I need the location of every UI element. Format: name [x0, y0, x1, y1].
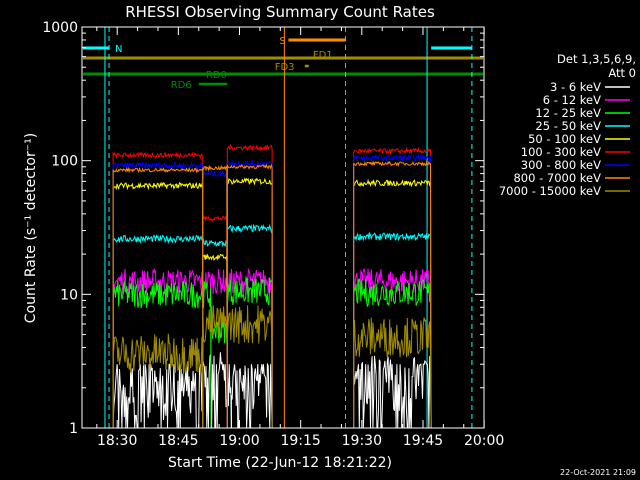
series-trace	[112, 160, 204, 429]
x-tick-label: 19:30	[342, 433, 382, 449]
y-tick-label: 1	[69, 421, 78, 437]
series-trace	[202, 304, 273, 429]
x-tick-label: 19:15	[280, 433, 320, 449]
plot-frame	[81, 26, 485, 429]
legend-label: 300 - 800 keV	[521, 158, 601, 172]
series-trace	[112, 363, 204, 429]
series-trace	[226, 143, 273, 428]
x-tick-label: 19:45	[403, 433, 443, 449]
series-trace	[226, 223, 273, 428]
legend-label: 12 - 25 keV	[535, 106, 601, 120]
legend-detectors: Det 1,3,5,6,9,	[557, 52, 636, 66]
series-300-800-kev	[112, 153, 432, 429]
legend-label: 3 - 6 keV	[550, 80, 601, 94]
y-tick-label: 100	[51, 154, 78, 170]
series-trace	[226, 163, 273, 428]
data-series	[112, 143, 432, 429]
axes: 18:30 18:45 19:00 19:15 19:30 19:45 20:00 1 10 10…	[42, 20, 504, 449]
series-800-7000-kev	[112, 160, 432, 429]
series-trace	[353, 231, 432, 429]
y-axis-label: Count Rate (s⁻¹ detector⁻¹)	[23, 133, 39, 323]
series-trace	[202, 169, 228, 429]
series-trace	[353, 317, 432, 429]
flag-label-n: N	[115, 44, 122, 55]
series-7000-15000-kev	[112, 304, 432, 429]
series-trace	[226, 176, 273, 428]
series-trace	[210, 315, 228, 429]
series-trace	[202, 238, 228, 429]
series-trace	[353, 153, 432, 429]
flag-label-fd1: FD1	[313, 50, 333, 61]
x-tick-label: 18:30	[97, 433, 137, 449]
series-trace	[202, 215, 228, 429]
series-trace	[112, 181, 204, 429]
series-trace	[112, 333, 204, 429]
series-25-50-kev	[112, 223, 432, 429]
series-trace	[202, 164, 228, 429]
series-trace	[112, 233, 204, 429]
series-trace	[112, 151, 204, 429]
series-trace	[112, 279, 212, 429]
legend-label: 50 - 100 keV	[528, 132, 601, 146]
series-trace	[112, 166, 204, 429]
chart-title: RHESSI Observing Summary Count Rates	[125, 3, 435, 21]
series-trace	[202, 352, 232, 429]
legend-label: 6 - 12 keV	[543, 93, 601, 107]
flag-label-s: S	[279, 36, 285, 47]
x-tick-label: 19:00	[219, 433, 259, 449]
flag-label-rd6: RD6	[171, 80, 192, 91]
series-trace	[353, 178, 432, 429]
timestamp: 22-Oct-2021 21:09	[560, 468, 636, 477]
series-trace	[226, 277, 273, 428]
legend-label: 100 - 300 keV	[521, 145, 601, 159]
flag-bars: NSFD1FD3RD0RD6	[83, 36, 483, 91]
x-axis-label: Start Time (22-Jun-12 18:21:22)	[168, 455, 392, 471]
series-trace	[353, 355, 432, 429]
legend-attenuator: Att 0	[608, 66, 636, 80]
series-100-300-kev	[112, 143, 432, 429]
series-trace	[112, 267, 273, 429]
vertical-markers	[104, 27, 473, 428]
legend-label: 7000 - 15000 keV	[499, 184, 601, 198]
legend-label: 800 - 7000 keV	[513, 171, 601, 185]
series-trace	[353, 160, 432, 429]
series-trace	[353, 146, 432, 429]
x-tick-label: 18:45	[158, 433, 198, 449]
series-trace	[202, 253, 228, 429]
x-tick-label: 20:00	[464, 433, 504, 449]
series-trace	[230, 362, 273, 429]
series-12-25-kev	[112, 277, 432, 429]
series-50-100-kev	[112, 176, 432, 429]
flag-label-rd0: RD0	[206, 70, 227, 81]
legend-label: 25 - 50 keV	[535, 119, 601, 133]
y-tick-label: 10	[60, 287, 78, 303]
y-tick-label: 1000	[42, 20, 78, 36]
series-trace	[353, 278, 432, 429]
